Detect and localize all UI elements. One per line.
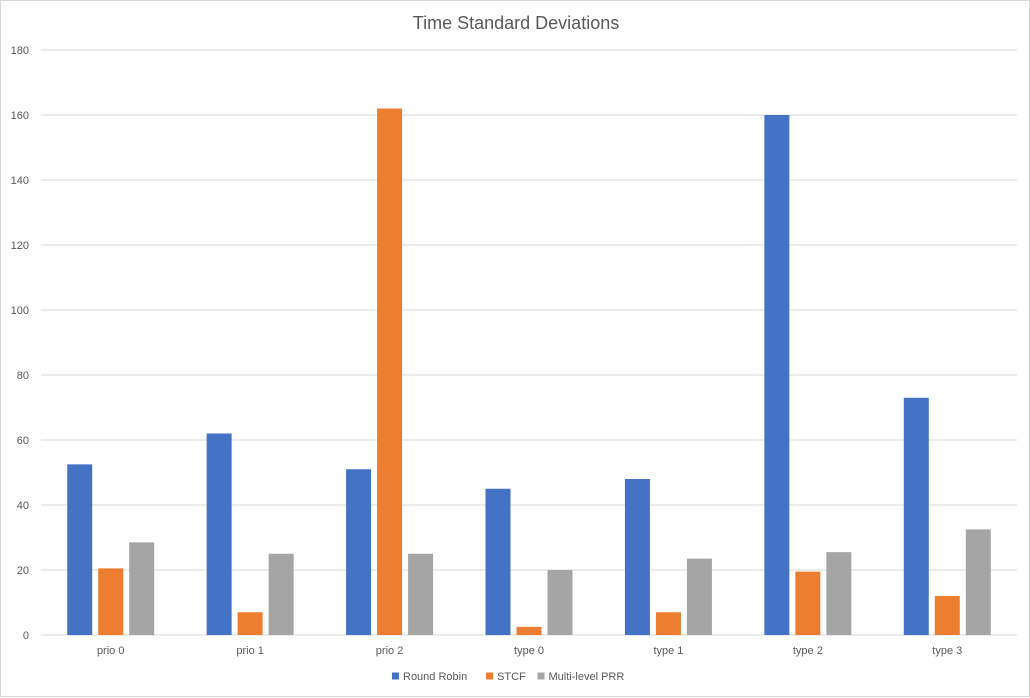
bar-stcf-prio-1	[237, 612, 263, 635]
y-tick-label: 40	[17, 500, 29, 512]
legend-item: STCF	[486, 671, 526, 683]
bar-stcf-type-3	[934, 596, 960, 635]
y-tick-label: 140	[11, 175, 29, 187]
x-tick-label: type 3	[932, 645, 962, 657]
legend-item: Round Robin	[392, 671, 467, 683]
bar-stcf-type-0	[516, 626, 542, 635]
legend-label: Multi-level PRR	[549, 671, 625, 683]
y-tick-label: 20	[17, 565, 29, 577]
bar-stcf-type-1	[655, 612, 681, 635]
y-axis-tick-labels: 0 20 40 60 80 100 120 140 160 180	[11, 45, 29, 642]
bar-stcf-prio-0	[98, 568, 124, 635]
bar-multi-level-prr-type-3	[965, 529, 991, 635]
x-axis-tick-labels: prio 0 prio 1 prio 2 type 0 type 1 type 2 type…	[97, 645, 962, 657]
legend-label: STCF	[497, 671, 526, 683]
bar-multi-level-prr-prio-0	[129, 542, 155, 635]
legend: Round Robin STCF Multi-level PRR	[392, 671, 624, 683]
bar-multi-level-prr-type-1	[686, 558, 712, 635]
bar-round-robin-prio-2	[346, 469, 372, 635]
x-tick-label: prio 0	[97, 645, 125, 657]
chart-title: Time Standard Deviations	[413, 13, 619, 33]
x-tick-label: prio 1	[236, 645, 264, 657]
bar-multi-level-prr-prio-2	[408, 553, 434, 635]
y-tick-label: 0	[23, 630, 29, 642]
bar-stcf-prio-2	[377, 108, 403, 635]
y-tick-label: 60	[17, 435, 29, 447]
bar-round-robin-type-1	[624, 479, 650, 635]
bar-round-robin-type-0	[485, 488, 511, 635]
legend-swatch	[392, 672, 399, 680]
legend-item: Multi-level PRR	[537, 671, 625, 683]
x-tick-label: prio 2	[376, 645, 404, 657]
legend-swatch	[537, 672, 545, 680]
bar-multi-level-prr-type-2	[826, 552, 852, 635]
y-tick-label: 160	[11, 110, 29, 122]
x-tick-label: type 0	[514, 645, 544, 657]
x-tick-label: type 1	[653, 645, 683, 657]
bar-round-robin-type-2	[764, 115, 790, 635]
y-tick-label: 80	[17, 370, 29, 382]
bar-multi-level-prr-type-0	[547, 570, 573, 635]
legend-label: Round Robin	[403, 671, 467, 683]
y-tick-label: 100	[11, 305, 29, 317]
bar-multi-level-prr-prio-1	[268, 553, 294, 635]
bars	[67, 108, 991, 635]
x-tick-label: type 2	[793, 645, 823, 657]
legend-swatch	[486, 672, 494, 680]
y-tick-label: 120	[11, 240, 29, 252]
bar-round-robin-prio-0	[67, 464, 93, 635]
bar-round-robin-prio-1	[206, 433, 232, 635]
y-tick-label: 180	[11, 45, 29, 57]
bar-round-robin-type-3	[903, 397, 929, 635]
bar-stcf-type-2	[795, 571, 821, 635]
gridlines	[41, 49, 1017, 636]
